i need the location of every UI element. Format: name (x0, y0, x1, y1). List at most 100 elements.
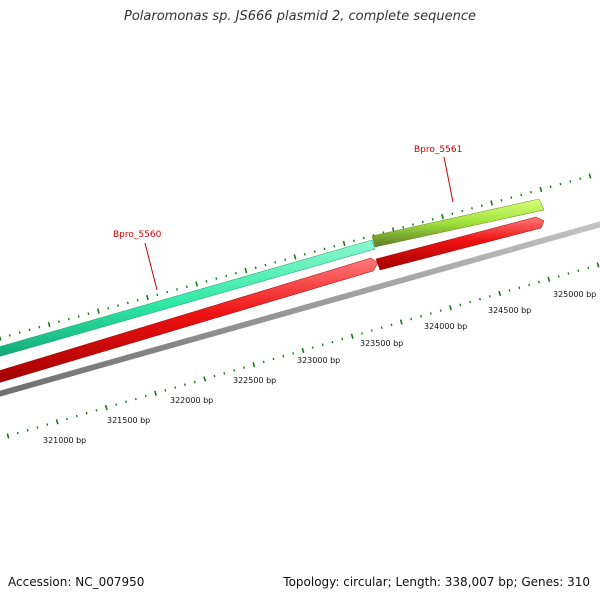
inner-tick (262, 360, 265, 364)
inner-tick (370, 329, 373, 332)
outer-tick (431, 217, 434, 221)
inner-tick (380, 326, 383, 329)
outer-tick (87, 312, 90, 315)
inner-tick (36, 426, 39, 429)
inner-tick (203, 376, 207, 382)
outer-tick (461, 209, 464, 213)
inner-tick (390, 323, 393, 327)
outer-tick (244, 267, 248, 274)
inner-tick (459, 303, 462, 307)
inner-tick (292, 352, 295, 355)
outer-tick (96, 308, 100, 314)
outer-tick (353, 239, 355, 243)
inner-tick (538, 280, 540, 284)
inner-tick (469, 300, 472, 304)
inner-tick (213, 374, 216, 378)
gene-label-leader (144, 242, 158, 291)
ruler-label: 325000 bp (553, 290, 596, 299)
outer-tick (225, 274, 228, 278)
outer-tick (539, 186, 543, 193)
outer-tick (303, 253, 306, 256)
gene-label-leader (443, 156, 454, 203)
inner-tick (596, 262, 600, 268)
gene-bpro-5561-arrow[interactable] (371, 198, 545, 248)
inner-tick (115, 403, 118, 406)
outer-tick (293, 254, 297, 260)
outer-tick (38, 325, 41, 329)
inner-tick (439, 309, 442, 312)
inner-tick (508, 289, 511, 292)
inner-tick (567, 272, 570, 275)
ruler-label: 323000 bp (297, 356, 340, 365)
inner-tick (518, 286, 521, 290)
inner-tick (341, 337, 344, 341)
outer-tick (342, 240, 346, 247)
inner-tick (104, 404, 108, 411)
inner-tick (361, 332, 363, 335)
outer-tick (333, 244, 336, 248)
inner-tick (449, 305, 452, 311)
reverse-gene-arrow-1[interactable] (0, 257, 379, 383)
outer-tick (264, 263, 267, 267)
reverse-gene-arrow-2[interactable] (375, 216, 545, 271)
outer-tick (205, 280, 208, 283)
inner-tick-ring (6, 262, 600, 439)
outer-tick (520, 193, 523, 197)
gene-label-bpro-5560[interactable]: Bpro_5560 (113, 230, 162, 240)
ruler-label: 324500 bp (488, 306, 531, 315)
gene-label-bpro-5561[interactable]: Bpro_5561 (414, 145, 462, 155)
inner-tick (557, 275, 560, 278)
inner-tick (243, 366, 245, 369)
map-title: Polaromonas sp. JS666 plasmid 2, complet… (123, 9, 476, 24)
outer-tick (362, 236, 365, 240)
outer-tick (559, 182, 562, 186)
inner-tick (429, 312, 432, 315)
inner-tick (134, 397, 137, 401)
outer-tick (549, 185, 552, 189)
outer-tick (500, 199, 503, 202)
inner-tick (282, 354, 285, 358)
outer-tick (28, 328, 31, 332)
outer-tick (77, 315, 80, 318)
outer-tick (323, 247, 326, 251)
inner-tick (479, 297, 481, 301)
gene-bpro-5560-arrow[interactable] (0, 239, 376, 357)
outer-tick (195, 281, 199, 287)
outer-tick (67, 317, 70, 321)
inner-tick (528, 283, 531, 287)
inner-tick (46, 423, 49, 426)
outer-tick (58, 320, 60, 324)
inner-tick (85, 411, 88, 415)
inner-tick (321, 343, 324, 347)
outer-tick (569, 180, 572, 183)
outer-tick (107, 307, 110, 310)
inner-tick (154, 390, 157, 396)
accession-label: Accession: NC_007950 (8, 575, 145, 589)
outer-tick (313, 250, 316, 253)
outer-tick (0, 335, 2, 341)
genome-backbone (0, 221, 600, 397)
outer-tick (490, 200, 494, 206)
outer-tick (441, 213, 444, 220)
topology-summary: Topology: circular; Length: 338,007 bp; … (283, 575, 590, 589)
outer-tick (235, 271, 237, 275)
ruler-label: 323500 bp (360, 339, 403, 348)
inner-tick (16, 431, 19, 435)
ruler-label: 321000 bp (43, 436, 86, 445)
inner-tick (420, 315, 422, 318)
inner-tick (547, 276, 551, 282)
inner-tick (174, 386, 177, 389)
outer-tick (156, 293, 159, 297)
outer-tick (588, 173, 592, 179)
ruler-label: 322500 bp (233, 376, 276, 385)
ruler-labels: 321000 bp 321500 bp 322000 bp 322500 bp … (43, 290, 596, 445)
outer-tick (8, 334, 11, 337)
inner-tick (272, 357, 275, 361)
outer-tick (284, 258, 287, 261)
outer-tick-ring (0, 173, 592, 341)
inner-tick (331, 340, 334, 344)
outer-tick (510, 196, 513, 199)
inner-tick (184, 383, 186, 386)
outer-tick (402, 226, 405, 229)
